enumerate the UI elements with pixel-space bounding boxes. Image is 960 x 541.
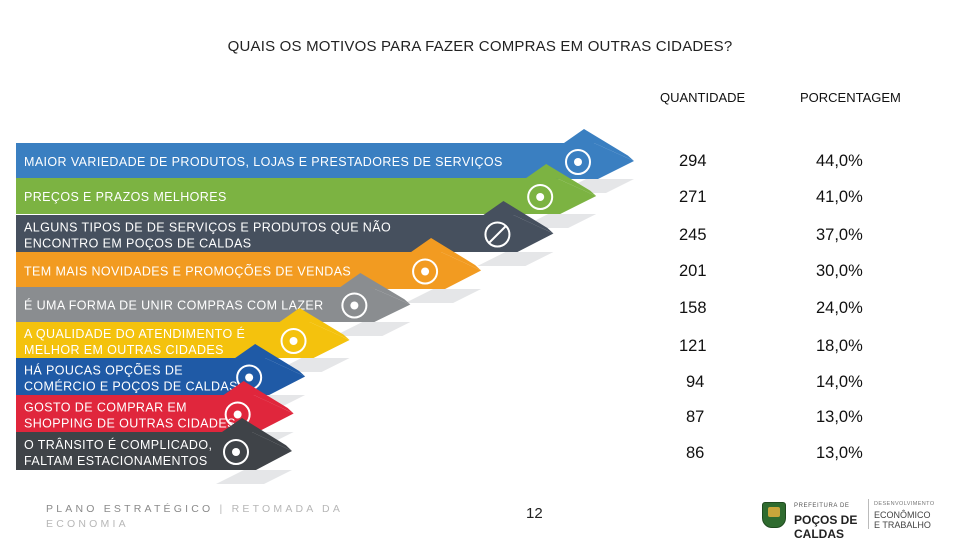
bar-tab [564,129,634,161]
bar-shadow [405,289,482,303]
bar-tab [483,201,554,234]
percentage-value: 13,0% [816,444,863,462]
quantity-value: 271 [679,188,707,206]
page-number: 12 [526,505,543,522]
percentage-value: 13,0% [816,408,863,426]
car-icon [223,439,249,465]
bar-label: A QUALIDADE DO ATENDIMENTO É MELHOR EM OU… [24,326,245,357]
bar-label: GOSTO DE COMPRAR EM SHOPPING DE OUTRAS CI… [24,401,236,431]
bar [16,432,292,470]
bar-label: TEM MAIS NOVIDADES E PROMOÇÕES DE VENDAS [24,264,351,279]
bar [16,178,597,214]
quantity-value: 245 [679,226,707,244]
bar-row: É UMA FORMA DE UNIR COMPRAS COM LAZER [16,273,411,336]
percentage-column-header: PORCENTAGEM [800,90,901,105]
bar-row: HÁ POUCAS OPÇÕES DE COMÉRCIO E POÇOS DE C… [16,344,306,409]
target-icon [341,292,368,319]
picture-frame-icon [565,149,591,175]
bar-tab [526,164,597,196]
bar [16,322,350,358]
megaphone-icon [412,258,439,285]
city-crest-icon [762,502,786,528]
strategic-plan-label: PLANO ESTRATÉGICO [46,503,214,515]
bar [16,143,634,179]
bar-row: MAIOR VARIEDADE DE PRODUTOS, LOJAS E PRE… [16,129,634,193]
bar [16,395,294,432]
speaking-head-icon [280,328,307,354]
percentage-value: 30,0% [816,262,863,280]
quantity-value: 294 [679,152,707,170]
bar-label: PREÇOS E PRAZOS MELHORES [24,190,227,204]
bar [16,358,306,395]
logo-divider [868,499,869,529]
bar-shadow [334,322,411,336]
bar-tab [235,344,306,377]
quantity-value: 87 [686,408,704,426]
bar-label: HÁ POUCAS OPÇÕES DE COMÉRCIO E POÇOS DE C… [24,363,238,394]
bar-tab [279,308,350,340]
percentage-value: 41,0% [816,188,863,206]
bar [16,287,411,322]
bar-row: GOSTO DE COMPRAR EM SHOPPING DE OUTRAS CI… [16,381,294,446]
quantity-column-header: QUANTIDADE [660,90,746,105]
percentage-value: 14,0% [816,373,863,391]
percentage-value: 44,0% [816,152,863,170]
bar-tab [222,418,292,451]
footer-separator: | [219,503,226,515]
bar-label: MAIOR VARIEDADE DE PRODUTOS, LOJAS E PRE… [24,155,503,169]
quantity-value: 121 [679,337,707,355]
bar-tab [411,238,482,271]
city-name: PREFEITURA DE POÇOS DE CALDAS [794,503,858,541]
prohibited-icon [484,221,511,248]
bar-row: A QUALIDADE DO ATENDIMENTO É MELHOR EM OU… [16,308,350,372]
percentage-value: 24,0% [816,299,863,317]
quantity-value: 86 [686,444,704,462]
percentage-value: 37,0% [816,226,863,244]
quantity-value: 94 [686,373,704,391]
bar-row: O TRÂNSITO É COMPLICADO, FALTAM ESTACIONA… [16,418,292,484]
page-title: QUAIS OS MOTIVOS PARA FAZER COMPRAS EM O… [227,38,733,55]
resume-label: RETOMADA DA ECONOMIA [46,503,343,530]
bar-tab [223,381,294,414]
bar-shadow [216,470,292,484]
quantity-value: 158 [679,299,707,317]
bar-shadow [477,252,554,266]
bar-row: ALGUNS TIPOS DE DE SERVIÇOS E PRODUTOS Q… [16,201,554,266]
money-bag-icon [527,184,554,210]
bar-label: ALGUNS TIPOS DE DE SERVIÇOS E PRODUTOS Q… [24,221,391,251]
footer-plan-text: PLANO ESTRATÉGICO | RETOMADA DA ECONOMIA [46,502,346,532]
bar-label: É UMA FORMA DE UNIR COMPRAS COM LAZER [24,298,324,313]
quantity-value: 201 [679,262,707,280]
percentage-value: 18,0% [816,337,863,355]
city-logo: PREFEITURA DE POÇOS DE CALDAS DESENVOLVI… [758,497,934,541]
bar-tab [340,273,411,305]
bar-label: O TRÂNSITO É COMPLICADO, FALTAM ESTACIONA… [24,437,212,468]
department-name: DESENVOLVIMENTO ECONÔMICO E TRABALHO [874,501,935,530]
bar [16,215,554,252]
bar-row: PREÇOS E PRAZOS MELHORES [16,164,597,228]
